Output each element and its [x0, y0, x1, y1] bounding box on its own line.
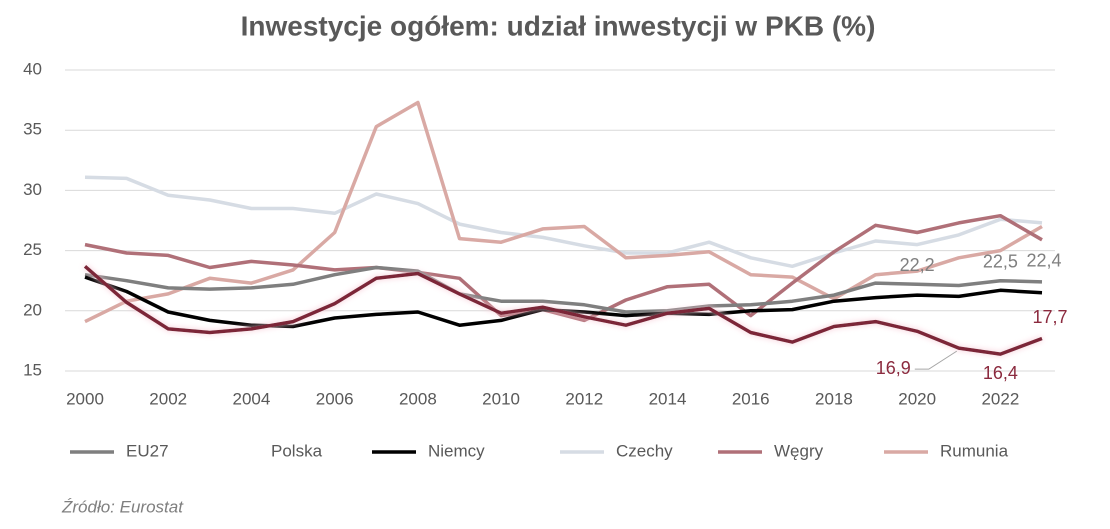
source: Źródło: Eurostat: [61, 497, 184, 516]
y-tick-label: 25: [23, 240, 42, 259]
data-label: 17,7: [1032, 307, 1067, 327]
x-tick-label: 2012: [565, 389, 603, 408]
data-label: 16,9: [876, 358, 911, 378]
legend-label: Niemcy: [428, 441, 485, 460]
data-label: 16,4: [983, 363, 1018, 383]
legend-label: Rumunia: [940, 441, 1009, 460]
chart-title: Inwestycje ogółem: udział inwestycji w P…: [241, 10, 876, 41]
y-tick-label: 15: [23, 360, 42, 379]
x-tick-label: 2000: [66, 389, 104, 408]
series-line: [84, 175, 1043, 269]
y-tick-label: 30: [23, 180, 42, 199]
legend-label: EU27: [126, 441, 169, 460]
x-tick-label: 2022: [981, 389, 1019, 408]
x-tick-label: 2014: [649, 389, 687, 408]
legend-label: Węgry: [774, 441, 824, 460]
y-tick-label: 35: [23, 120, 42, 139]
data-label: 22,2: [900, 255, 935, 275]
series-line: [84, 100, 1043, 324]
leader-line: [914, 350, 958, 370]
legend-label: Czechy: [616, 441, 673, 460]
x-tick-label: 2004: [233, 389, 271, 408]
series-line: [83, 264, 1043, 356]
x-tick-label: 2008: [399, 389, 437, 408]
x-tick-label: 2002: [149, 389, 187, 408]
x-tick-label: 2020: [898, 389, 936, 408]
y-tick-label: 20: [23, 300, 42, 319]
y-tick-label: 40: [23, 59, 42, 78]
x-tick-label: 2010: [482, 389, 520, 408]
series-line: [84, 265, 1043, 314]
x-tick-label: 2018: [815, 389, 853, 408]
x-tick-label: 2016: [732, 389, 770, 408]
data-label: 22,5: [983, 251, 1018, 271]
x-tick-label: 2006: [316, 389, 354, 408]
legend-label: Polska: [271, 441, 323, 460]
series-line: [84, 213, 1043, 323]
data-label: 22,4: [1026, 251, 1061, 271]
